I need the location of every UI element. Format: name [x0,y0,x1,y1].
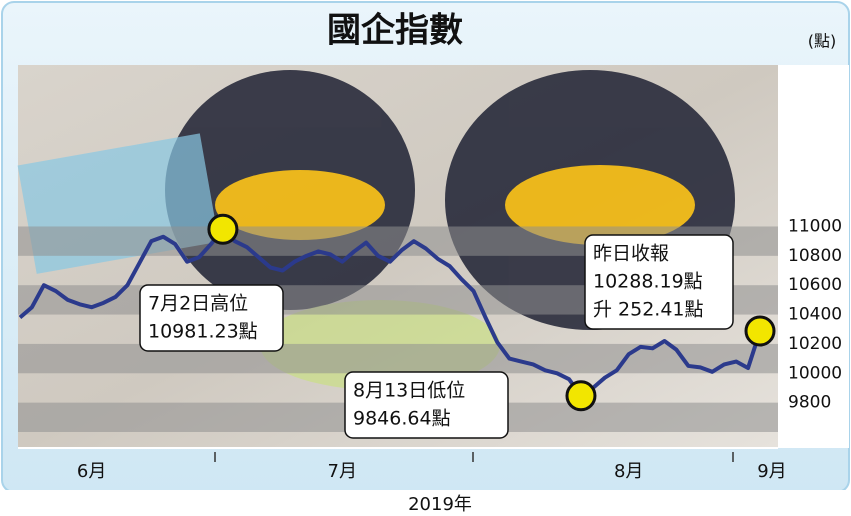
unit-label: (點) [808,32,837,51]
x-tick-label: 8月 [614,461,643,482]
y-tick-label: 10800 [788,246,842,266]
annotation-text: 9846.64點 [353,408,451,430]
annotation-text: 10288.19點 [593,271,703,293]
y-tick-label: 10200 [788,334,842,354]
annotation-text: 8月13日低位 [353,380,465,402]
y-tick-label: 10000 [788,363,842,383]
x-tick-label: 7月 [328,461,357,482]
annotation-text: 10981.23點 [148,321,258,343]
x-axis-label: 2019年 [408,494,472,515]
y-tick-label: 9800 [788,393,831,413]
annotation-text: 昨日收報 [593,243,669,265]
y-tick-label: 11000 [788,216,842,236]
grid-band [18,344,778,373]
highlight-marker [567,382,595,410]
chart: 國企指數 (點) 2019年 7月2日高位 10981.23點 8月13日低位 984… [0,0,851,516]
page: 國企指數 (點) 2019年 7月2日高位 10981.23點 8月13日低位 984… [0,0,851,516]
chart-title: 國企指數 [327,11,463,51]
annotation-text: 升 252.41點 [593,299,704,321]
highlight-marker [209,215,237,243]
x-tick-label: 9月 [757,461,786,482]
annotation-text: 7月2日高位 [148,293,248,315]
x-tick-label: 6月 [77,461,106,482]
highlight-marker [746,317,774,345]
y-tick-label: 10600 [788,275,842,295]
y-tick-label: 10400 [788,305,842,325]
